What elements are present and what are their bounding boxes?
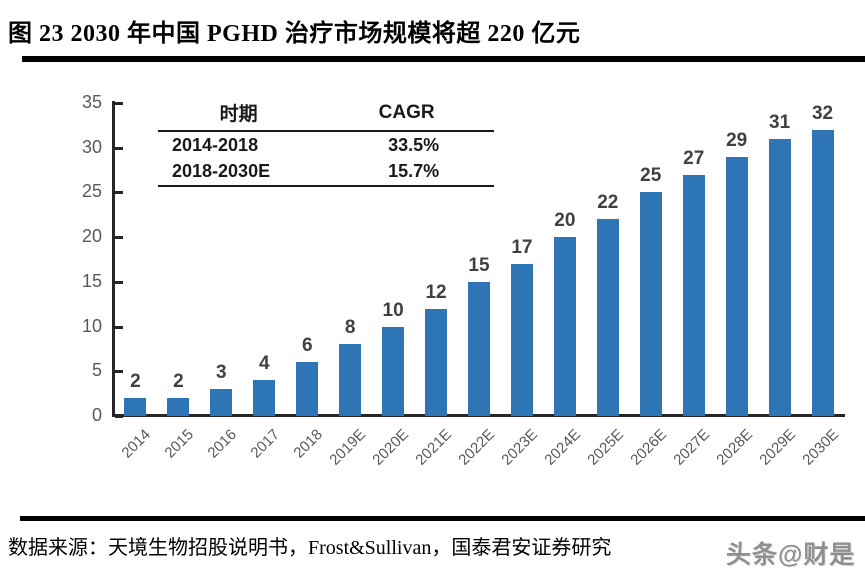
cagr-table-cell-period: 2014-2018 <box>172 134 259 155</box>
y-tick-label: 25 <box>81 181 102 202</box>
y-tick-label: 20 <box>81 226 102 247</box>
y-tick-label: 15 <box>81 270 102 291</box>
cagr-table-cell-cagr: 15.7% <box>388 161 440 181</box>
y-axis-line <box>112 101 115 417</box>
cagr-table-header-row: 时期 CAGR <box>158 99 494 132</box>
bar-value-label: 10 <box>382 299 404 321</box>
bar <box>468 281 490 416</box>
bar <box>725 156 748 416</box>
bar <box>296 362 319 416</box>
bar <box>253 380 276 416</box>
cagr-table-row: 2014-2018 33.5% <box>158 132 494 158</box>
y-tick-label: 35 <box>81 92 102 112</box>
y-tick-mark <box>115 236 123 240</box>
bar <box>596 219 619 416</box>
bar-value-label: 6 <box>301 335 313 357</box>
y-tick-mark <box>115 280 123 284</box>
y-tick-label: 10 <box>81 315 102 336</box>
bar <box>510 263 533 416</box>
y-tick-label: 0 <box>91 405 102 425</box>
watermark-text: 头条@财是 <box>726 541 856 569</box>
bar-value-label: 12 <box>425 281 447 303</box>
bar-value-label: 32 <box>811 102 834 124</box>
bar <box>339 344 362 416</box>
bar <box>425 308 448 416</box>
y-tick-mark <box>115 415 123 418</box>
bar-value-label: 2 <box>130 371 141 393</box>
cagr-table-cell-cagr: 33.5% <box>388 134 440 155</box>
bar-value-label: 20 <box>554 210 576 232</box>
bar-value-label: 15 <box>468 254 490 276</box>
cagr-table-header-period: 时期 <box>219 104 258 125</box>
bar-value-label: 17 <box>511 236 533 258</box>
bar-value-label: 31 <box>769 111 791 133</box>
bar <box>768 138 791 416</box>
bar <box>682 174 705 416</box>
bar-value-label: 22 <box>597 192 619 214</box>
bar-value-label: 29 <box>726 129 748 151</box>
bar <box>210 389 233 416</box>
cagr-inset-table: 时期 CAGR 2014-2018 33.5% 2018-2030E 15.7% <box>158 99 494 187</box>
data-source-text: 数据来源：天境生物招股说明书，Frost&Sullivan，国泰君安证券研究 <box>8 537 612 559</box>
bar-value-label: 2 <box>173 371 184 393</box>
bar-value-label: 27 <box>683 147 705 169</box>
figure-title: 图 23 2030 年中国 PGHD 治疗市场规模将超 220 亿元 <box>8 21 581 47</box>
title-divider-rule <box>22 56 865 62</box>
cagr-table-row: 2018-2030E 15.7% <box>158 158 494 187</box>
bar-chart: 0 5 10 15 20 25 30 35 2 2 3 4 6 8 10 12 15 17 20 22 25 27 29 3… <box>0 80 865 510</box>
bar <box>382 326 405 416</box>
bar-value-label: 4 <box>258 353 270 375</box>
footer-divider-rule <box>20 516 865 521</box>
y-tick-mark <box>115 102 123 105</box>
bar <box>124 398 147 416</box>
bar-value-label: 8 <box>344 317 356 339</box>
bar-value-label: 3 <box>216 362 227 384</box>
y-tick-mark <box>115 146 123 150</box>
y-tick-mark <box>115 370 123 374</box>
cagr-table-header-cagr: CAGR <box>378 101 435 123</box>
bar <box>811 129 834 416</box>
cagr-table-cell-period: 2018-2030E <box>172 161 271 181</box>
y-tick-label: 5 <box>91 360 102 381</box>
y-tick-label: 30 <box>81 136 102 157</box>
bar <box>639 192 662 416</box>
bar <box>553 237 576 416</box>
bar-value-label: 25 <box>640 165 662 187</box>
y-tick-mark <box>115 191 123 195</box>
y-tick-mark <box>115 325 123 329</box>
bar <box>167 398 190 416</box>
